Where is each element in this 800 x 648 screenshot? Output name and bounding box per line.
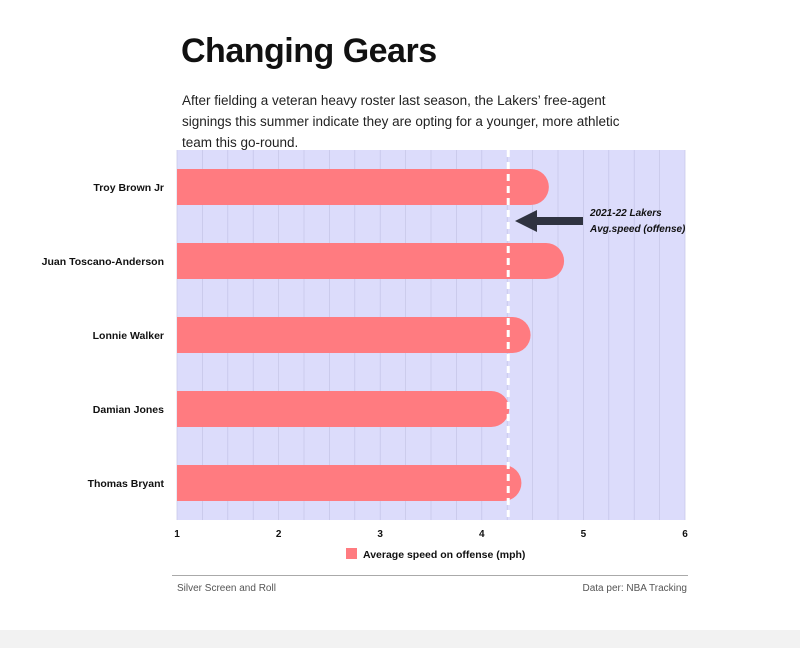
x-tick-label: 4 xyxy=(479,529,485,540)
bottom-bar xyxy=(0,630,800,648)
reference-label: Avg.speed (offense) xyxy=(589,224,686,235)
footer-divider xyxy=(172,575,688,576)
x-tick-label: 5 xyxy=(581,529,587,540)
category-label: Juan Toscano-Anderson xyxy=(42,256,164,268)
data-credit: Data per: NBA Tracking xyxy=(582,583,688,594)
category-label: Damian Jones xyxy=(93,404,164,416)
bar xyxy=(177,391,510,427)
category-label: Lonnie Walker xyxy=(93,330,164,342)
arrow-icon xyxy=(515,210,583,232)
legend-swatch xyxy=(346,548,357,559)
bar xyxy=(177,317,531,353)
chart-title: Changing Gears xyxy=(181,32,437,70)
source-credit: Silver Screen and Roll xyxy=(177,583,276,594)
x-tick-label: 6 xyxy=(682,529,688,540)
category-label: Thomas Bryant xyxy=(88,478,165,490)
chart-subtitle: After fielding a veteran heavy roster la… xyxy=(182,93,620,150)
x-tick-label: 3 xyxy=(377,529,383,540)
x-tick-label: 1 xyxy=(174,529,180,540)
bar xyxy=(177,465,522,501)
bar xyxy=(177,243,565,279)
category-label: Troy Brown Jr xyxy=(93,182,164,194)
legend-label: Average speed on offense (mph) xyxy=(363,549,525,561)
x-tick-label: 2 xyxy=(276,529,282,540)
bar xyxy=(177,169,549,205)
reference-label: 2021-22 Lakers xyxy=(589,208,662,219)
